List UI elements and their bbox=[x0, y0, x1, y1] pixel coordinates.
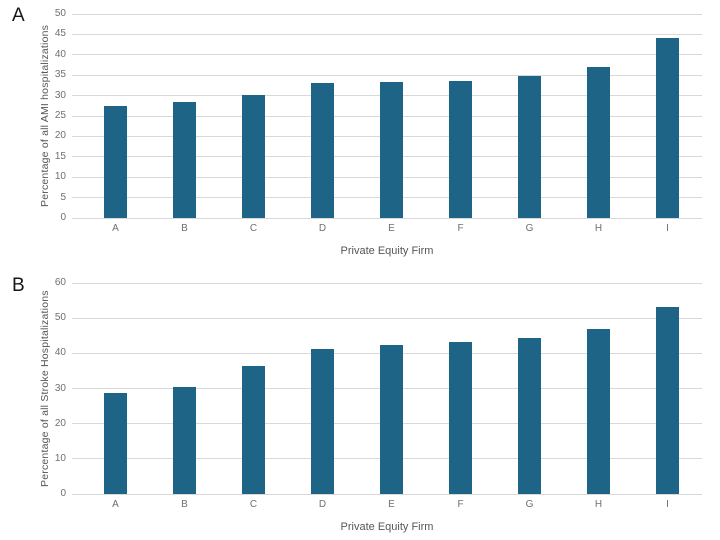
y-tick-label-35: 35 bbox=[54, 69, 66, 81]
x-tick-label-g: G bbox=[525, 223, 534, 234]
x-tick-label-e: E bbox=[388, 223, 395, 234]
gridline-y-0 bbox=[72, 493, 702, 495]
y-tick-label-50: 50 bbox=[54, 8, 66, 19]
panel-a-label: A bbox=[12, 5, 25, 26]
y-tick-label-20: 20 bbox=[54, 417, 66, 429]
bar-f bbox=[449, 80, 472, 218]
x-tick-label-f: F bbox=[457, 499, 464, 510]
gridline-y-60 bbox=[72, 282, 702, 284]
y-tick-label-30: 30 bbox=[54, 382, 66, 394]
bar-b bbox=[173, 101, 196, 218]
x-tick-label-d: D bbox=[318, 499, 327, 510]
bar-e bbox=[380, 81, 403, 218]
bar-c bbox=[242, 94, 265, 218]
panel-b-x-axis-title: Private Equity Firm bbox=[340, 521, 434, 533]
gridline-y-45 bbox=[72, 33, 702, 35]
panel-b-label: B bbox=[12, 275, 25, 296]
bar-i bbox=[656, 37, 679, 218]
x-tick-label-a: A bbox=[112, 223, 119, 234]
gridline-y-0 bbox=[72, 217, 702, 219]
x-tick-label-h: H bbox=[594, 223, 603, 234]
gridline-y-40 bbox=[72, 54, 702, 56]
x-tick-label-h: H bbox=[594, 499, 603, 510]
bar-d bbox=[311, 82, 334, 218]
bar-a bbox=[104, 106, 127, 218]
gridline-y-50 bbox=[72, 13, 702, 15]
x-tick-label-f: F bbox=[457, 223, 464, 234]
x-tick-label-b: B bbox=[181, 223, 188, 234]
x-tick-label-i: I bbox=[666, 499, 669, 510]
bar-e bbox=[380, 345, 403, 494]
bar-h bbox=[587, 329, 610, 494]
y-tick-label-60: 60 bbox=[54, 277, 66, 288]
panel-a-x-axis-title: Private Equity Firm bbox=[340, 245, 434, 257]
gridline-y-35 bbox=[72, 74, 702, 76]
x-tick-label-i: I bbox=[666, 223, 669, 234]
bar-g bbox=[518, 76, 541, 218]
y-tick-label-50: 50 bbox=[54, 312, 66, 324]
y-tick-label-40: 40 bbox=[54, 347, 66, 359]
x-tick-label-g: G bbox=[525, 499, 534, 510]
y-tick-label-25: 25 bbox=[54, 110, 66, 121]
y-tick-label-0: 0 bbox=[60, 488, 66, 499]
x-tick-label-b: B bbox=[181, 499, 188, 510]
y-tick-label-45: 45 bbox=[54, 28, 66, 40]
bar-f bbox=[449, 341, 472, 494]
bar-g bbox=[518, 338, 541, 494]
panel-b-plot-area: 0 10 20 30 40 50 60 A B C D E F G H I bbox=[55, 277, 702, 510]
bar-a bbox=[104, 392, 127, 494]
bar-b bbox=[173, 387, 196, 494]
x-tick-label-e: E bbox=[388, 499, 395, 510]
y-tick-label-30: 30 bbox=[54, 89, 66, 101]
gridline-y-50 bbox=[72, 317, 702, 319]
bar-d bbox=[311, 348, 334, 494]
y-tick-label-0: 0 bbox=[60, 212, 66, 223]
x-tick-label-a: A bbox=[112, 499, 119, 510]
x-tick-label-d: D bbox=[318, 223, 327, 234]
panel-b: B Percentage of all Stroke Hospitalizati… bbox=[0, 270, 720, 540]
panel-a: A Percentage of all AMI hospitalizations… bbox=[12, 5, 702, 257]
y-tick-label-10: 10 bbox=[54, 452, 66, 464]
y-tick-label-5: 5 bbox=[60, 191, 66, 203]
y-tick-label-10: 10 bbox=[54, 171, 66, 183]
x-tick-label-c: C bbox=[249, 223, 258, 234]
y-tick-label-20: 20 bbox=[54, 130, 66, 142]
panel-a-plot-area: 0 5 10 15 20 25 30 35 40 45 50 A B C D E F G H I bbox=[55, 8, 702, 234]
bar-i bbox=[656, 306, 679, 494]
x-tick-label-c: C bbox=[249, 499, 258, 510]
y-tick-label-15: 15 bbox=[54, 150, 66, 162]
y-tick-label-40: 40 bbox=[54, 48, 66, 60]
bar-h bbox=[587, 67, 610, 218]
bar-c bbox=[242, 365, 265, 494]
